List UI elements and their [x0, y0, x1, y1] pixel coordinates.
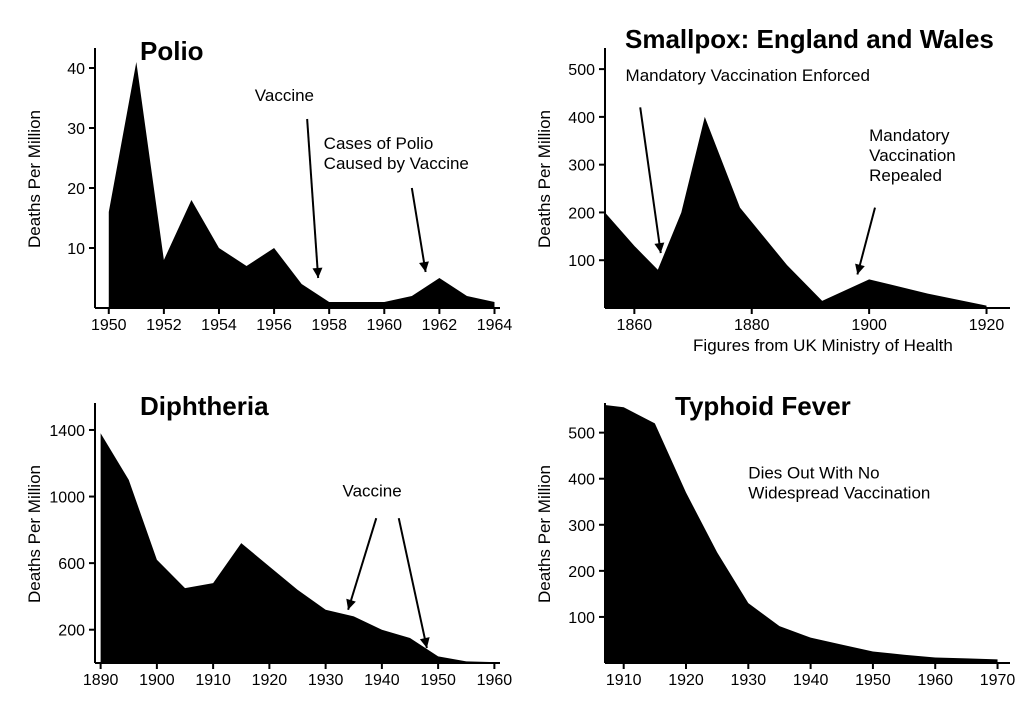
ytick-label: 40 — [67, 61, 85, 78]
xtick-label: 1958 — [311, 317, 347, 334]
annotation-arrow — [640, 107, 661, 253]
ytick-label: 400 — [568, 110, 595, 127]
chart-title: Typhoid Fever — [675, 391, 851, 421]
area-diphtheria — [101, 433, 495, 663]
panel-polio: 10 20 30 40 1950 1952 1954 1956 1958 1960 1962 1964… — [10, 10, 510, 345]
xtick-label: 1954 — [201, 317, 237, 334]
ytick-label: 400 — [568, 472, 595, 489]
ytick-label: 1400 — [49, 423, 85, 440]
ytick-label: 20 — [67, 181, 85, 198]
ytick-label: 600 — [58, 556, 85, 573]
xtick-label: 1890 — [83, 672, 119, 689]
annotation-text: Dies Out With No — [748, 464, 879, 483]
xtick-label: 1962 — [422, 317, 458, 334]
y-axis-label: Deaths Per Million — [25, 465, 44, 603]
ytick-label: 1000 — [49, 490, 85, 507]
panel-smallpox: 100 200 300 400 500 1860 1880 1900 1920 Smallpox:… — [520, 10, 1020, 345]
panel-typhoid: 100 200 300 400 500 1910 1920 1930 1940 1950 1960 1… — [520, 365, 1020, 700]
xtick-label: 1940 — [364, 672, 400, 689]
annotation-text: Repealed — [869, 166, 942, 185]
annotation-text: Widespread Vaccination — [748, 484, 930, 503]
ytick-label: 200 — [58, 623, 85, 640]
ytick-label: 200 — [568, 564, 595, 581]
xtick-label: 1950 — [855, 672, 891, 689]
xtick-label: 1952 — [146, 317, 182, 334]
annotation-arrow — [399, 518, 427, 648]
xtick-label: 1900 — [851, 317, 887, 334]
ytick-label: 100 — [568, 253, 595, 270]
annotation-arrow — [307, 119, 318, 278]
xtick-label: 1920 — [969, 317, 1005, 334]
annotation-text: Caused by Vaccine — [324, 154, 469, 173]
xtick-label: 1964 — [477, 317, 513, 334]
ytick-label: 30 — [67, 121, 85, 138]
xtick-label: 1950 — [91, 317, 127, 334]
annotation-text: Vaccine — [255, 86, 314, 105]
annotation-text: Vaccine — [343, 482, 402, 501]
annotation-text: Mandatory Vaccination Enforced — [626, 66, 870, 85]
y-axis-label: Deaths Per Million — [25, 110, 44, 248]
ytick-label: 500 — [568, 426, 595, 443]
ytick-label: 300 — [568, 518, 595, 535]
xtick-label: 1910 — [195, 672, 231, 689]
ytick-label: 500 — [568, 62, 595, 79]
xtick-label: 1860 — [617, 317, 653, 334]
chart-grid: 10 20 30 40 1950 1952 1954 1956 1958 1960 1962 1964… — [0, 0, 1024, 715]
ytick-label: 10 — [67, 241, 85, 258]
xtick-label: 1880 — [734, 317, 770, 334]
xtick-label: 1920 — [252, 672, 288, 689]
annotation-text: Cases of Polio — [324, 134, 434, 153]
annotation-arrow — [857, 208, 875, 275]
xtick-label: 1960 — [477, 672, 513, 689]
chart-subtitle: Figures from UK Ministry of Health — [693, 336, 953, 355]
annotation-text: Vaccination — [869, 146, 956, 165]
xtick-label: 1970 — [980, 672, 1016, 689]
xtick-label: 1930 — [308, 672, 344, 689]
chart-title: Smallpox: England and Wales — [625, 24, 994, 54]
panel-diphtheria: 200 600 1000 1400 1890 1900 1910 1920 1930 1940 19… — [10, 365, 510, 700]
chart-title: Diphtheria — [140, 391, 269, 421]
xtick-label: 1930 — [731, 672, 767, 689]
ytick-label: 100 — [568, 610, 595, 627]
xtick-label: 1910 — [606, 672, 642, 689]
annotation-text: Mandatory — [869, 126, 950, 145]
xtick-label: 1900 — [139, 672, 175, 689]
xtick-label: 1960 — [917, 672, 953, 689]
y-axis-label: Deaths Per Million — [535, 110, 554, 248]
xtick-label: 1960 — [366, 317, 402, 334]
annotation-arrow — [412, 188, 426, 272]
area-typhoid — [605, 405, 998, 663]
y-axis-label: Deaths Per Million — [535, 465, 554, 603]
annotation-arrow — [348, 518, 376, 610]
xtick-label: 1956 — [256, 317, 292, 334]
ytick-label: 200 — [568, 205, 595, 222]
xtick-label: 1920 — [668, 672, 704, 689]
xtick-label: 1940 — [793, 672, 829, 689]
chart-title: Polio — [140, 36, 204, 66]
ytick-label: 300 — [568, 158, 595, 175]
xtick-label: 1950 — [420, 672, 456, 689]
